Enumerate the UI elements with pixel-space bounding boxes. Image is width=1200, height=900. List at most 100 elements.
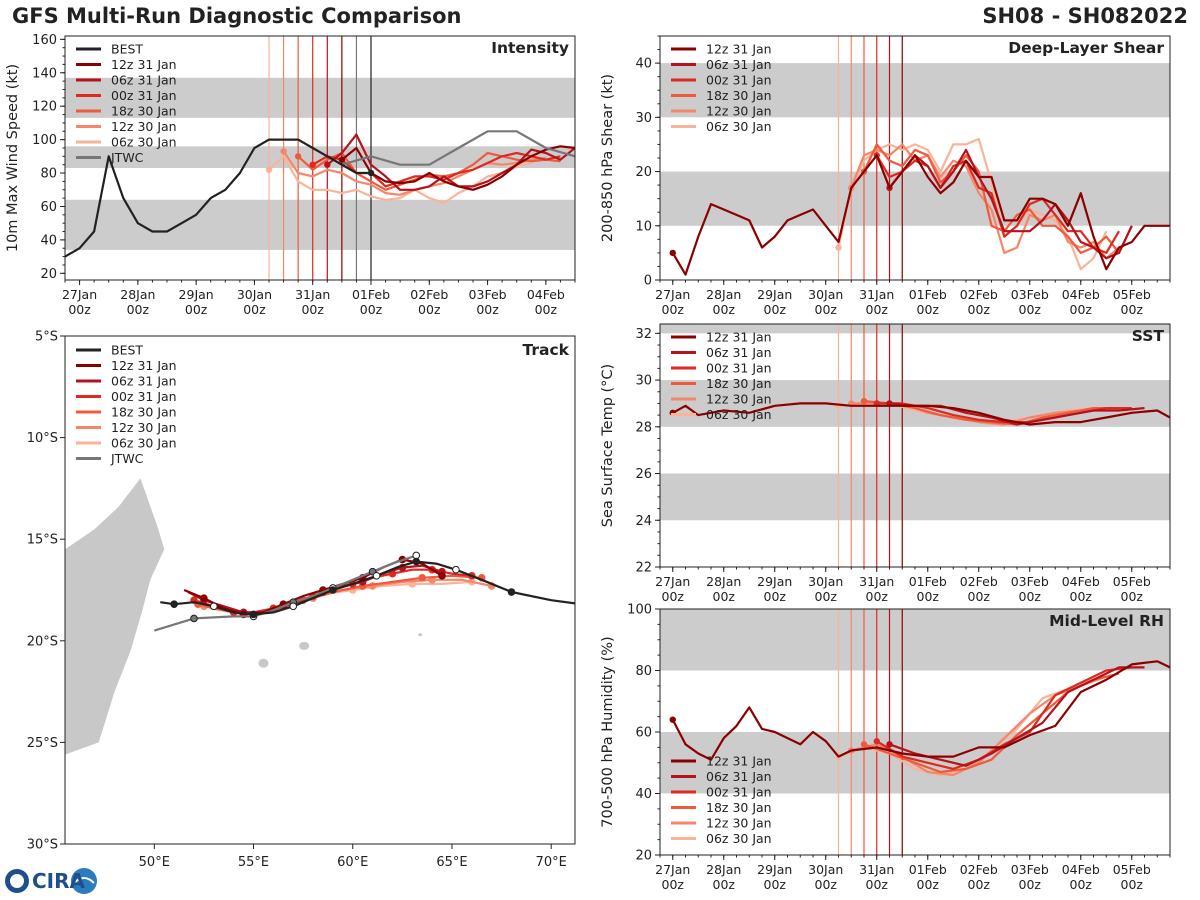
y-tick-label: 20 <box>40 267 57 282</box>
legend-label: 06z 31 Jan <box>111 374 177 389</box>
x-tick-label: 29Jan <box>757 862 792 877</box>
panel-title: Deep-Layer Shear <box>1008 39 1164 57</box>
madagascar-landmass <box>65 478 165 755</box>
x-tick-label: 00z <box>713 877 736 892</box>
shaded-band <box>65 77 575 118</box>
x-tick-label: 00z <box>1121 589 1144 604</box>
axes-frame <box>64 35 576 281</box>
x-tick-label: 00z <box>1070 302 1093 317</box>
x-tick-label: 00z <box>764 589 787 604</box>
x-tick-label: 00z <box>917 302 940 317</box>
series-start-marker <box>873 738 880 745</box>
panel-title: Track <box>523 341 570 359</box>
y-tick-label: 120 <box>32 100 57 115</box>
legend-label: 12z 31 Jan <box>111 57 177 72</box>
legend-label: 06z 31 Jan <box>706 57 772 72</box>
x-tick-label: 01Feb <box>909 862 947 877</box>
series-start-marker <box>835 244 842 251</box>
legend-label: 00z 31 Jan <box>111 389 177 404</box>
x-tick-label: 02Feb <box>960 574 998 589</box>
x-tick-label: 00z <box>764 877 787 892</box>
x-tick-label: 27Jan <box>62 287 97 302</box>
series-start-marker <box>860 741 868 748</box>
series-end-marker <box>367 169 375 177</box>
x-tick-label: 00z <box>1070 589 1093 604</box>
x-tick-label: 00z <box>476 302 499 317</box>
x-tick-label: 00z <box>662 302 685 317</box>
x-tick-label: 00z <box>917 589 940 604</box>
reunion-island <box>258 658 269 668</box>
track-point-marker <box>289 602 298 611</box>
legend-label: 06z 30 Jan <box>706 407 772 422</box>
legend-label: 12z 30 Jan <box>706 816 772 831</box>
x-tick-label: 00z <box>968 302 991 317</box>
legend-label: 18z 30 Jan <box>706 88 772 103</box>
series-start-marker <box>860 397 868 405</box>
x-tick-label: 27Jan <box>655 287 690 302</box>
series-start-marker <box>324 161 331 168</box>
series-line <box>888 148 1133 260</box>
plot-area <box>660 324 1170 567</box>
y-tick-label: 60 <box>40 200 57 215</box>
shaded-band <box>660 609 1170 671</box>
y-tick-label: 80 <box>40 167 57 182</box>
y-tick-label: 32 <box>635 327 652 342</box>
legend-label: 12z 30 Jan <box>111 119 177 134</box>
shaded-band <box>660 63 1170 118</box>
shaded-band <box>660 380 1170 427</box>
x-tick-label: 00z <box>185 302 208 317</box>
track-point-marker <box>210 602 218 611</box>
x-tick-label: 29Jan <box>757 287 792 302</box>
mauritius-island <box>299 641 310 650</box>
x-tick-label: 00z <box>1019 589 1042 604</box>
map-area <box>65 478 575 755</box>
legend-label: 06z 31 Jan <box>706 769 772 784</box>
x-tick-label: 01Feb <box>352 287 390 302</box>
x-tick-label: 00z <box>662 877 685 892</box>
x-tick-label: 05Feb <box>1113 862 1151 877</box>
x-tick-label: 00z <box>968 877 991 892</box>
series-line <box>671 154 1170 276</box>
x-tick-label: 00z <box>301 302 324 317</box>
y-tick-label: 10 <box>635 219 652 234</box>
track-point-marker <box>452 565 460 574</box>
series-start-marker <box>280 148 287 155</box>
chart-sst: 22242628303227Jan00z28Jan00z29Jan00z30Ja… <box>600 323 1171 604</box>
y-tick-label: 30 <box>635 374 652 389</box>
y-tick-label: 24 <box>635 514 652 529</box>
series-line <box>863 143 1133 254</box>
y-tick-label: 25°S <box>27 736 58 751</box>
y-tick-label: 40 <box>40 233 57 248</box>
series-line <box>876 666 1132 771</box>
legend-label: 12z 31 Jan <box>706 754 772 769</box>
x-tick-label: 50°E <box>139 855 170 870</box>
x-tick-label: 03Feb <box>469 287 507 302</box>
x-tick-label: 31Jan <box>295 287 330 302</box>
x-tick-label: 00z <box>815 589 838 604</box>
axes-frame <box>64 335 576 845</box>
track-line <box>197 574 482 616</box>
y-axis-label: 700-500 hPa Humidity (%) <box>600 636 616 827</box>
x-tick-label: 70°E <box>536 855 567 870</box>
x-tick-label: 01Feb <box>909 287 947 302</box>
x-tick-label: 02Feb <box>410 287 448 302</box>
cira-logo: CIRA <box>4 866 100 896</box>
legend-label: 18z 30 Jan <box>111 405 177 420</box>
track-point-marker <box>418 574 426 582</box>
legend-label: 06z 30 Jan <box>706 119 772 134</box>
series-line <box>268 155 532 205</box>
x-tick-label: 04Feb <box>527 287 565 302</box>
x-tick-label: 00z <box>713 302 736 317</box>
x-tick-label: 03Feb <box>1011 574 1049 589</box>
chart-intensity: 2040608010012014016027Jan00z28Jan00z29Ja… <box>5 33 576 317</box>
x-tick-label: 00z <box>1121 877 1144 892</box>
legend-label: JTWC <box>110 150 144 165</box>
x-tick-label: 28Jan <box>706 287 741 302</box>
storm-id: SH08 - SH082022 <box>982 4 1188 28</box>
series-line <box>672 402 1170 426</box>
y-tick-label: 60 <box>635 726 652 741</box>
x-tick-label: 65°E <box>436 855 467 870</box>
y-tick-label: 80 <box>635 664 652 679</box>
track-point-marker <box>190 614 198 623</box>
y-axis-label: 10m Max Wind Speed (kt) <box>5 64 21 252</box>
